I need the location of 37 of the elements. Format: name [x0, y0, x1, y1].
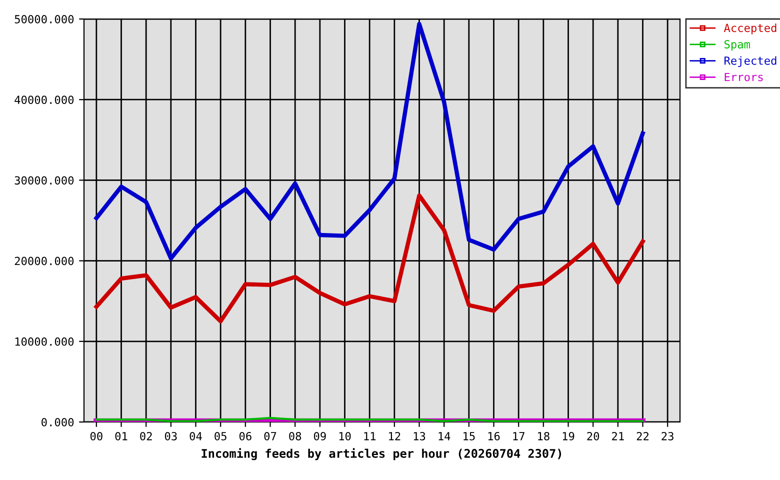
x-tick-label: 09 — [314, 432, 326, 440]
legend-label: Rejected — [724, 56, 776, 67]
x-tick-label: 20 — [587, 432, 600, 440]
x-tick-label: 22 — [636, 432, 648, 440]
x-tick-label: 16 — [488, 432, 500, 440]
legend-label: Spam — [724, 40, 750, 51]
x-tick-label: 07 — [264, 432, 276, 440]
x-tick-label: 21 — [612, 432, 624, 440]
x-tick-label: 11 — [364, 432, 376, 440]
x-tick-label: 05 — [214, 432, 226, 440]
x-tick-label: 03 — [164, 432, 177, 440]
legend-label: Errors — [724, 72, 763, 82]
legend-label: Accepted — [724, 24, 776, 34]
x-tick-label: 01 — [115, 432, 128, 440]
x-tick-label: 17 — [513, 432, 524, 440]
y-tick-label: 10000.000 — [15, 337, 74, 346]
x-tick-label: 14 — [438, 432, 450, 440]
x-axis-title: Incoming feeds by articles per hour (20260704 2307) — [202, 448, 562, 460]
x-tick-label: 08 — [289, 432, 302, 440]
x-tick-label: 18 — [538, 432, 550, 440]
y-tick-label: 40000.000 — [14, 96, 74, 104]
x-tick-label: 06 — [239, 432, 252, 440]
x-tick-label: 04 — [190, 432, 202, 440]
x-tick-label: 02 — [140, 432, 152, 440]
y-tick-label: 20000.000 — [14, 256, 74, 266]
y-tick-label: 50000.000 — [14, 15, 74, 24]
x-tick-label: 12 — [389, 432, 400, 440]
x-tick-label: 00 — [90, 432, 102, 440]
x-tick-label: 23 — [662, 432, 674, 440]
x-tick-label: 13 — [414, 432, 426, 440]
line-series — [94, 193, 645, 324]
x-tick-label: 10 — [339, 432, 351, 440]
line-series — [94, 22, 645, 260]
y-tick-label: 30000.000 — [14, 176, 74, 185]
x-tick-label: 15 — [464, 432, 475, 440]
y-tick-label: 0.000 — [42, 418, 74, 426]
x-tick-label: 19 — [562, 432, 574, 440]
